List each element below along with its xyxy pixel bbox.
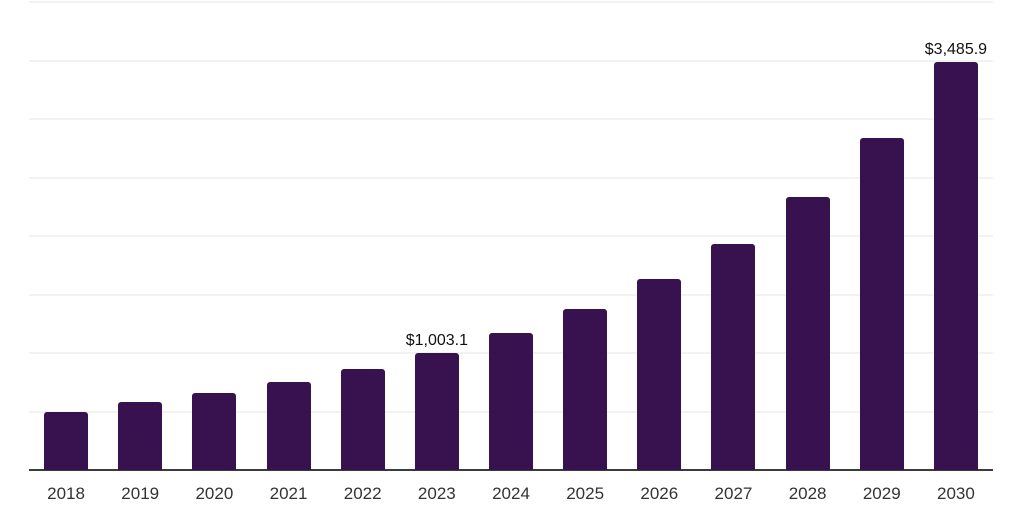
x-tick-2018: 2018: [47, 484, 85, 503]
gridline-4000: [29, 1, 993, 3]
bar-2021: [266, 381, 311, 470]
x-tick-2025: 2025: [566, 484, 605, 503]
x-tick-2027: 2027: [714, 484, 753, 503]
x-tick-2028: 2028: [788, 484, 827, 503]
gridline-3000: [29, 118, 993, 120]
x-tick-2023: 2023: [417, 484, 456, 503]
x-tick-2024: 2024: [492, 484, 530, 503]
x-tick-2022: 2022: [343, 484, 382, 503]
bar-2028: [785, 196, 830, 470]
x-tick-2030: 2030: [937, 484, 975, 503]
bar-2023: [414, 352, 459, 470]
x-tick-2019: 2019: [121, 484, 160, 503]
gridline-1500: [29, 293, 993, 296]
bar-2030: [933, 62, 978, 470]
bar-2024: [489, 333, 533, 470]
bar-2026: [637, 279, 682, 470]
gridline-2000: [29, 235, 993, 237]
bar-2019: [118, 402, 163, 470]
bar-2025: [563, 309, 608, 470]
x-tick-2020: 2020: [195, 484, 234, 503]
bar-2029: [859, 137, 904, 470]
x-tick-2029: 2029: [862, 484, 901, 503]
bar-2020: [192, 392, 237, 470]
bar-2018: [44, 411, 89, 470]
value-label-2030: $3,485.9: [924, 41, 988, 59]
x-tick-2026: 2026: [640, 484, 679, 503]
x-tick-2021: 2021: [269, 484, 308, 503]
bar-2027: [711, 243, 756, 470]
gridline-3500: [29, 59, 993, 62]
gridline-2500: [29, 176, 993, 179]
x-axis-line: [29, 469, 993, 471]
bar-2022: [340, 368, 385, 470]
value-label-2023: $1,003.1: [405, 331, 468, 349]
